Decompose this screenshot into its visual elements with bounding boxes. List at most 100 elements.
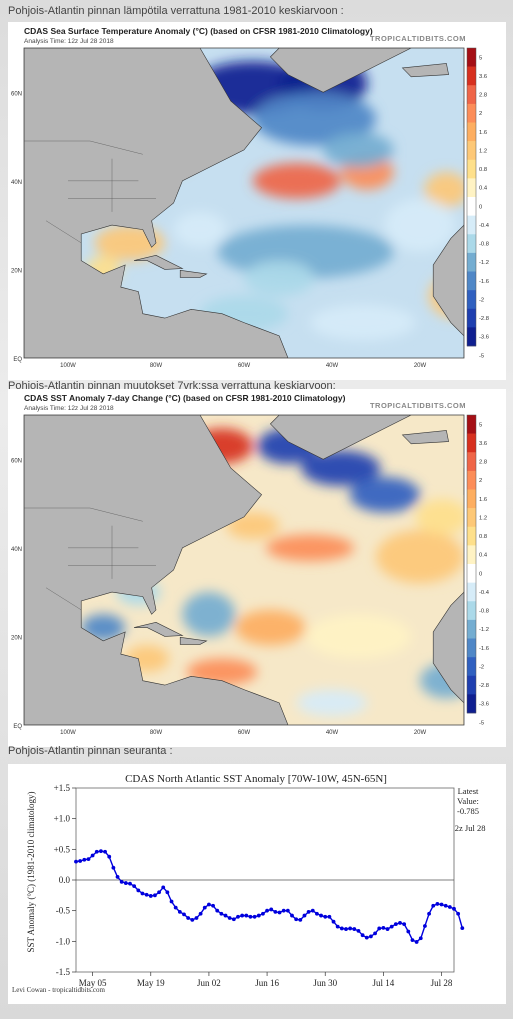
colorbar-segment — [467, 489, 476, 509]
data-point — [186, 916, 191, 920]
data-point — [148, 894, 153, 898]
cuba-land — [133, 254, 184, 270]
colorbar-label: 5 — [479, 55, 482, 61]
latest-value-label: Value: — [457, 796, 479, 806]
colorbar-segment — [467, 619, 476, 639]
map-frame — [23, 414, 465, 726]
y-tick-label: 0.0 — [59, 875, 71, 885]
latest-time: 12z Jul 28 — [451, 823, 486, 833]
data-point — [443, 903, 448, 908]
colorbar-label: -1.2 — [479, 260, 489, 266]
colorbar-segment — [467, 308, 476, 328]
data-point — [140, 891, 145, 896]
data-point — [252, 914, 257, 919]
data-point — [269, 907, 274, 912]
data-point — [227, 916, 232, 920]
anomaly-patch — [376, 530, 464, 584]
colorbar-segment — [467, 545, 476, 565]
data-point — [165, 890, 170, 895]
data-point — [223, 913, 228, 918]
colorbar-segment — [467, 526, 476, 546]
colorbar-segment — [467, 508, 476, 528]
data-point — [327, 914, 332, 919]
data-point — [315, 911, 319, 916]
data-point — [144, 892, 149, 897]
brand-logo: TROPICALTIDBITS.COM — [369, 34, 466, 43]
colorbar-label: 5 — [479, 422, 482, 428]
colorbar-label: 3.6 — [479, 441, 487, 447]
lon-label: 100W — [60, 363, 76, 369]
data-point — [431, 903, 436, 908]
data-point — [173, 905, 178, 910]
data-point — [423, 924, 427, 928]
data-point — [99, 849, 103, 854]
colorbar-segment — [467, 675, 476, 695]
sst-change-map-panel: 60N 40N 20N EQ 100W 80W 60W 40W 20W 5 3.6 2.8 2 1.6 1.… — [8, 389, 506, 747]
sst-anomaly-map: 60N 40N 20N EQ 100W 80W 60W 40W 20W 5 3.6 2.8 2 1.6 1.… — [11, 47, 490, 369]
data-point — [198, 911, 203, 916]
colorbar-segment — [467, 252, 476, 272]
colorbar-label: -3.6 — [479, 702, 489, 708]
y-tick-label: +0.5 — [54, 844, 71, 854]
data-point — [265, 908, 269, 913]
data-point — [435, 902, 440, 906]
x-tick-label: Jun 16 — [255, 978, 279, 988]
cuba-land — [133, 621, 184, 637]
colorbar-segment — [467, 141, 476, 161]
colorbar-segment — [467, 48, 476, 67]
latest-value: -0.785 — [457, 806, 479, 816]
colorbar-label: 0 — [479, 204, 482, 210]
credit-text: Levi Cowan - tropicaltidbits.com — [12, 986, 105, 994]
colorbar-segment — [467, 433, 476, 453]
brand-logo: TROPICALTIDBITS.COM — [369, 401, 466, 410]
y-tick-label: -1.0 — [56, 936, 71, 946]
hispaniola-land — [179, 269, 208, 278]
data-point — [236, 914, 240, 919]
lon-label: 20W — [414, 730, 427, 736]
colorbar-segment — [467, 103, 476, 123]
data-point — [381, 925, 386, 930]
data-point — [169, 899, 174, 904]
lon-label: 100W — [60, 730, 76, 736]
data-point — [439, 902, 444, 907]
data-point — [190, 917, 195, 922]
lat-label: 40N — [11, 180, 22, 186]
anomaly-patch — [310, 304, 416, 341]
lon-label: 40W — [326, 730, 339, 736]
data-point — [215, 908, 220, 913]
data-point — [248, 914, 253, 919]
data-point — [298, 917, 303, 922]
anomaly-patch — [301, 450, 381, 486]
lat-label: EQ — [13, 724, 22, 730]
colorbar-segment — [467, 215, 476, 235]
lat-label: 60N — [11, 91, 22, 97]
latest-label: Latest — [458, 786, 479, 796]
data-point — [119, 879, 124, 884]
colorbar-label: -0.8 — [479, 242, 489, 248]
map-title: CDAS Sea Surface Temperature Anomaly (°C… — [24, 26, 373, 36]
data-point — [323, 914, 328, 919]
colorbar-label: -1.6 — [479, 646, 489, 652]
data-point — [398, 921, 402, 925]
data-point — [306, 909, 311, 914]
data-point — [360, 933, 365, 938]
y-tick-label: +1.0 — [54, 814, 71, 824]
colorbar-label: -1.6 — [479, 279, 489, 285]
colorbar-label: -0.4 — [479, 590, 490, 596]
colorbar-segment — [467, 197, 476, 216]
data-point — [356, 929, 361, 933]
data-point — [402, 922, 407, 927]
lat-label: 20N — [11, 635, 22, 641]
data-point — [177, 909, 182, 914]
state-border — [89, 507, 143, 522]
sst-timeseries-chart: CDAS North Atlantic SST Anomaly [70W-10W… — [12, 773, 486, 994]
colorbar-label: 1.2 — [479, 515, 487, 521]
map-subtitle: Analysis Time: 12z Jul 28 2018 — [24, 38, 114, 45]
data-point — [452, 906, 456, 911]
colorbar-label: -5 — [479, 353, 484, 359]
colorbar-label: -1.2 — [479, 627, 489, 633]
colorbar-segment — [467, 582, 476, 602]
y-tick-label: +1.5 — [54, 783, 71, 793]
data-point — [352, 927, 357, 931]
colorbar-label: 2.8 — [479, 93, 487, 99]
